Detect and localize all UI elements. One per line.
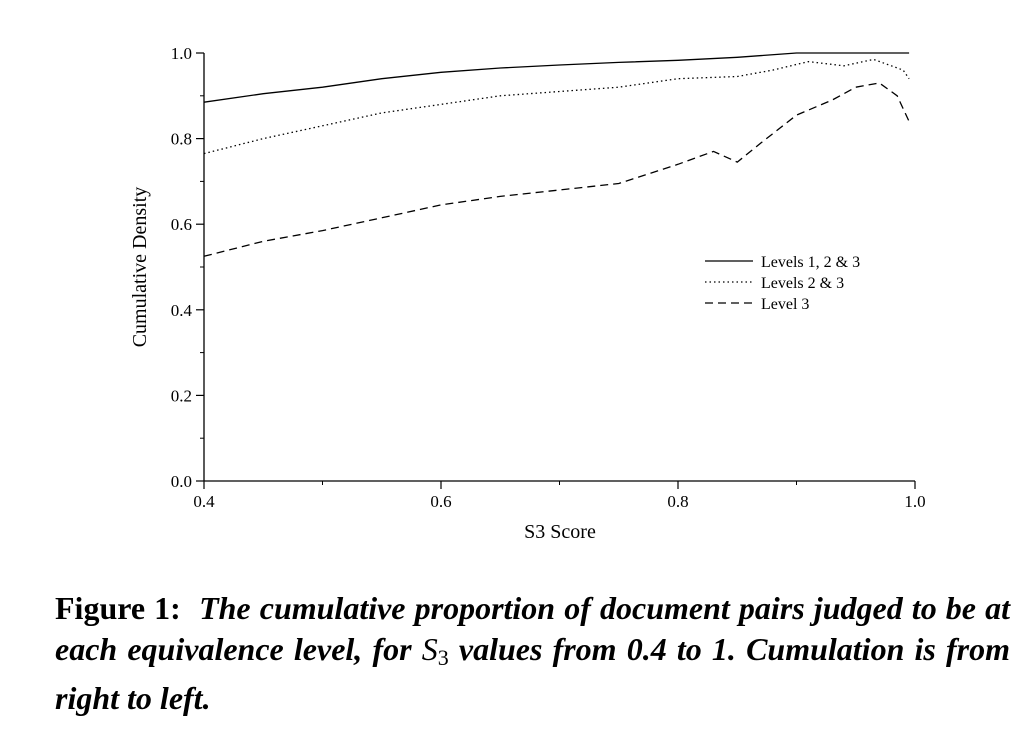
caption-text-before: The cumulative proportion of document pa… (55, 590, 1011, 667)
caption-text-after: values from 0.4 to 1. Cumulation is from… (55, 631, 1011, 716)
x-tick-label: 0.4 (193, 492, 215, 511)
series-layer (203, 52, 910, 257)
y-tick-label: 1.0 (171, 44, 192, 63)
y-tick-label: 0.6 (171, 215, 192, 234)
y-tick-label: 0.0 (171, 472, 192, 491)
caption-label: Figure 1: (55, 590, 181, 626)
axes: 0.0 0.2 0.4 0.6 0.8 1.0 0.4 0.6 0.8 1.0 (171, 44, 926, 511)
figure-caption: Figure 1: The cumulative proportion of d… (55, 588, 1010, 719)
legend-label: Level 3 (761, 296, 809, 313)
x-tick-label: 0.6 (430, 492, 451, 511)
x-tick-label: 0.8 (667, 492, 688, 511)
series-line-3 (203, 82, 910, 257)
caption-math-sub: 3 (437, 645, 449, 670)
x-tick-label: 1.0 (904, 492, 925, 511)
y-tick-label: 0.4 (171, 301, 193, 320)
series-line-2 (203, 58, 910, 155)
x-axis-label: S3 Score (524, 521, 596, 543)
y-tick-label: 0.8 (171, 130, 192, 149)
caption-math: S3 (421, 631, 449, 670)
caption-math-var: S (421, 631, 438, 667)
legend-label: Levels 2 & 3 (761, 275, 844, 292)
series-line-1 (203, 52, 910, 103)
legend: Levels 1, 2 & 3 Levels 2 & 3 Level 3 (705, 254, 860, 313)
chart: 0.0 0.2 0.4 0.6 0.8 1.0 0.4 0.6 0.8 1.0 Levels 1,… (129, 44, 926, 543)
y-axis-label: Cumulative Density (129, 187, 151, 348)
y-tick-label: 0.2 (171, 386, 192, 405)
legend-label: Levels 1, 2 & 3 (761, 254, 860, 271)
